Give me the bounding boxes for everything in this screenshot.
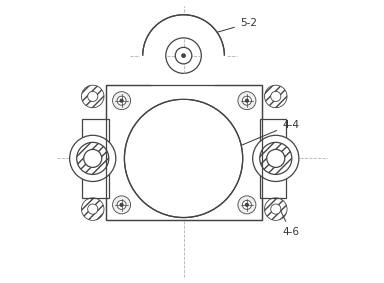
Circle shape [143, 15, 224, 97]
Circle shape [245, 203, 248, 206]
Circle shape [113, 92, 131, 110]
Circle shape [117, 200, 126, 209]
Circle shape [70, 135, 116, 181]
Wedge shape [140, 55, 227, 99]
Circle shape [242, 200, 252, 209]
Circle shape [271, 91, 281, 102]
Text: 4-6: 4-6 [278, 206, 299, 237]
Circle shape [166, 38, 201, 73]
Circle shape [120, 99, 123, 102]
Circle shape [124, 99, 243, 218]
Text: 4-4: 4-4 [240, 120, 299, 146]
Text: 5-2: 5-2 [197, 18, 257, 38]
Circle shape [242, 96, 252, 105]
Circle shape [120, 203, 123, 206]
Circle shape [267, 149, 285, 168]
Circle shape [238, 92, 256, 110]
Bar [82, 119, 109, 198]
Bar [106, 85, 262, 220]
Circle shape [113, 196, 131, 214]
Circle shape [245, 99, 248, 102]
Circle shape [84, 149, 102, 168]
Circle shape [175, 47, 192, 64]
Circle shape [117, 96, 126, 105]
Circle shape [271, 204, 281, 214]
Circle shape [238, 196, 256, 214]
Circle shape [88, 91, 98, 102]
Bar [106, 85, 262, 220]
Circle shape [182, 54, 185, 57]
Bar [260, 119, 286, 198]
Circle shape [88, 204, 98, 214]
Circle shape [253, 135, 299, 181]
